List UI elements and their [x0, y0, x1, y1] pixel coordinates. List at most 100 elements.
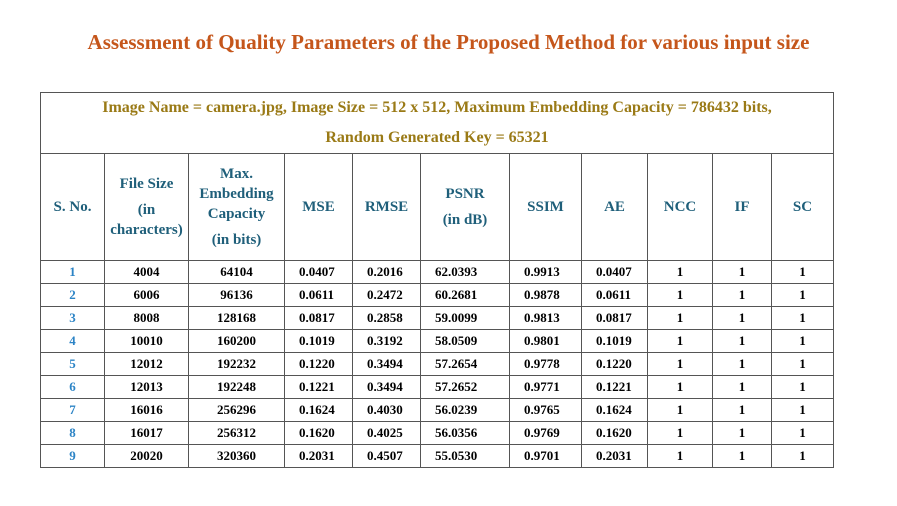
cell-rmse: 0.3494 — [352, 375, 421, 399]
cell-max-capacity: 320360 — [188, 444, 285, 468]
cell-sc: 1 — [770, 260, 835, 284]
cell-ssim: 0.9778 — [509, 352, 582, 376]
cell-if: 1 — [712, 260, 772, 284]
table-row: 1 4004 64104 0.0407 0.2016 62.0393 0.9913 0.040… — [40, 260, 835, 284]
cell-max-capacity: 96136 — [188, 283, 285, 307]
header-file-size-line: (in — [137, 202, 156, 218]
cell-sno: 9 — [40, 444, 105, 468]
cell-sno: 3 — [40, 306, 105, 330]
cell-file-size: 12012 — [104, 352, 189, 376]
cell-file-size: 16016 — [104, 398, 189, 422]
cell-psnr: 57.2654 — [420, 352, 510, 376]
cell-max-capacity: 192248 — [188, 375, 285, 399]
header-sno: S. No. — [40, 153, 105, 261]
cell-sc: 1 — [770, 283, 835, 307]
table-body: 1 4004 64104 0.0407 0.2016 62.0393 0.9913 0.040… — [40, 260, 835, 468]
cell-max-capacity: 192232 — [188, 352, 285, 376]
header-if: IF — [712, 153, 772, 261]
cell-mse: 0.1220 — [284, 352, 353, 376]
cell-ssim: 0.9765 — [509, 398, 582, 422]
cell-rmse: 0.2472 — [352, 283, 421, 307]
table-row: 2 6006 96136 0.0611 0.2472 60.2681 0.9878 0.061… — [40, 283, 835, 307]
caption-row: Image Name = camera.jpg, Image Size = 51… — [39, 92, 835, 154]
cell-rmse: 0.3192 — [352, 329, 421, 353]
cell-ncc: 1 — [647, 329, 713, 353]
table-caption: Image Name = camera.jpg, Image Size = 51… — [39, 92, 835, 154]
cell-sno: 1 — [40, 260, 105, 284]
cell-ae: 0.2031 — [581, 444, 648, 468]
cell-mse: 0.1624 — [284, 398, 353, 422]
header-file-size-line: characters) — [110, 222, 183, 238]
cell-file-size: 12013 — [104, 375, 189, 399]
cell-rmse: 0.2016 — [352, 260, 421, 284]
cell-if: 1 — [712, 444, 772, 468]
cell-mse: 0.2031 — [284, 444, 353, 468]
cell-psnr: 59.0099 — [420, 306, 510, 330]
cell-psnr: 56.0239 — [420, 398, 510, 422]
cell-file-size: 16017 — [104, 421, 189, 445]
header-ncc: NCC — [647, 153, 713, 261]
cell-ssim: 0.9771 — [509, 375, 582, 399]
cell-sc: 1 — [770, 444, 835, 468]
header-max-capacity-line: Capacity — [207, 206, 266, 222]
header-file-size-line: File Size — [119, 176, 174, 192]
cell-ae: 0.0611 — [581, 283, 648, 307]
caption-line-2: Random Generated Key = 65321 — [325, 129, 549, 146]
table-row: 5 12012 192232 0.1220 0.3494 57.2654 0.9778 0.1… — [40, 352, 835, 376]
cell-rmse: 0.4507 — [352, 444, 421, 468]
cell-ae: 0.1220 — [581, 352, 648, 376]
header-row: S. No. File Size (in characters) Max. Em… — [40, 153, 835, 261]
cell-sc: 1 — [770, 329, 835, 353]
cell-sno: 7 — [40, 398, 105, 422]
cell-ae: 0.1221 — [581, 375, 648, 399]
cell-sno: 4 — [40, 329, 105, 353]
cell-ssim: 0.9701 — [509, 444, 582, 468]
cell-sc: 1 — [770, 375, 835, 399]
table-row: 3 8008 128168 0.0817 0.2858 59.0099 0.9813 0.08… — [40, 306, 835, 330]
cell-ae: 0.1620 — [581, 421, 648, 445]
header-psnr: PSNR (in dB) — [420, 153, 510, 261]
cell-sc: 1 — [770, 421, 835, 445]
table-row: 6 12013 192248 0.1221 0.3494 57.2652 0.9771 0.1… — [40, 375, 835, 399]
cell-file-size: 8008 — [104, 306, 189, 330]
table-row: 8 16017 256312 0.1620 0.4025 56.0356 0.9769 0.1… — [40, 421, 835, 445]
cell-psnr: 62.0393 — [420, 260, 510, 284]
cell-psnr: 55.0530 — [420, 444, 510, 468]
cell-ae: 0.1624 — [581, 398, 648, 422]
cell-ncc: 1 — [647, 283, 713, 307]
header-file-size: File Size (in characters) — [104, 153, 189, 261]
header-sc: SC — [770, 153, 835, 261]
cell-rmse: 0.3494 — [352, 352, 421, 376]
cell-sno: 2 — [40, 283, 105, 307]
cell-file-size: 6006 — [104, 283, 189, 307]
header-mse: MSE — [284, 153, 353, 261]
cell-if: 1 — [712, 375, 772, 399]
cell-max-capacity: 256312 — [188, 421, 285, 445]
cell-max-capacity: 256296 — [188, 398, 285, 422]
cell-ssim: 0.9801 — [509, 329, 582, 353]
cell-sc: 1 — [770, 398, 835, 422]
cell-ncc: 1 — [647, 375, 713, 399]
cell-mse: 0.0611 — [284, 283, 353, 307]
cell-mse: 0.1620 — [284, 421, 353, 445]
header-max-capacity-line: Max. — [220, 166, 253, 182]
header-max-capacity-line: Embedding — [199, 186, 274, 202]
page-title: Assessment of Quality Parameters of the … — [87, 30, 810, 54]
header-max-capacity-line: (in bits) — [211, 232, 262, 248]
cell-psnr: 56.0356 — [420, 421, 510, 445]
cell-ncc: 1 — [647, 352, 713, 376]
cell-sc: 1 — [770, 306, 835, 330]
header-ssim: SSIM — [509, 153, 582, 261]
cell-rmse: 0.4025 — [352, 421, 421, 445]
header-psnr-line: PSNR — [445, 186, 485, 202]
cell-max-capacity: 64104 — [188, 260, 285, 284]
cell-ae: 0.1019 — [581, 329, 648, 353]
cell-ncc: 1 — [647, 306, 713, 330]
cell-if: 1 — [712, 421, 772, 445]
cell-sno: 6 — [40, 375, 105, 399]
cell-sc: 1 — [770, 352, 835, 376]
cell-file-size: 10010 — [104, 329, 189, 353]
quality-parameters-table: Image Name = camera.jpg, Image Size = 51… — [39, 92, 835, 468]
cell-psnr: 58.0509 — [420, 329, 510, 353]
header-psnr-line: (in dB) — [442, 212, 488, 228]
